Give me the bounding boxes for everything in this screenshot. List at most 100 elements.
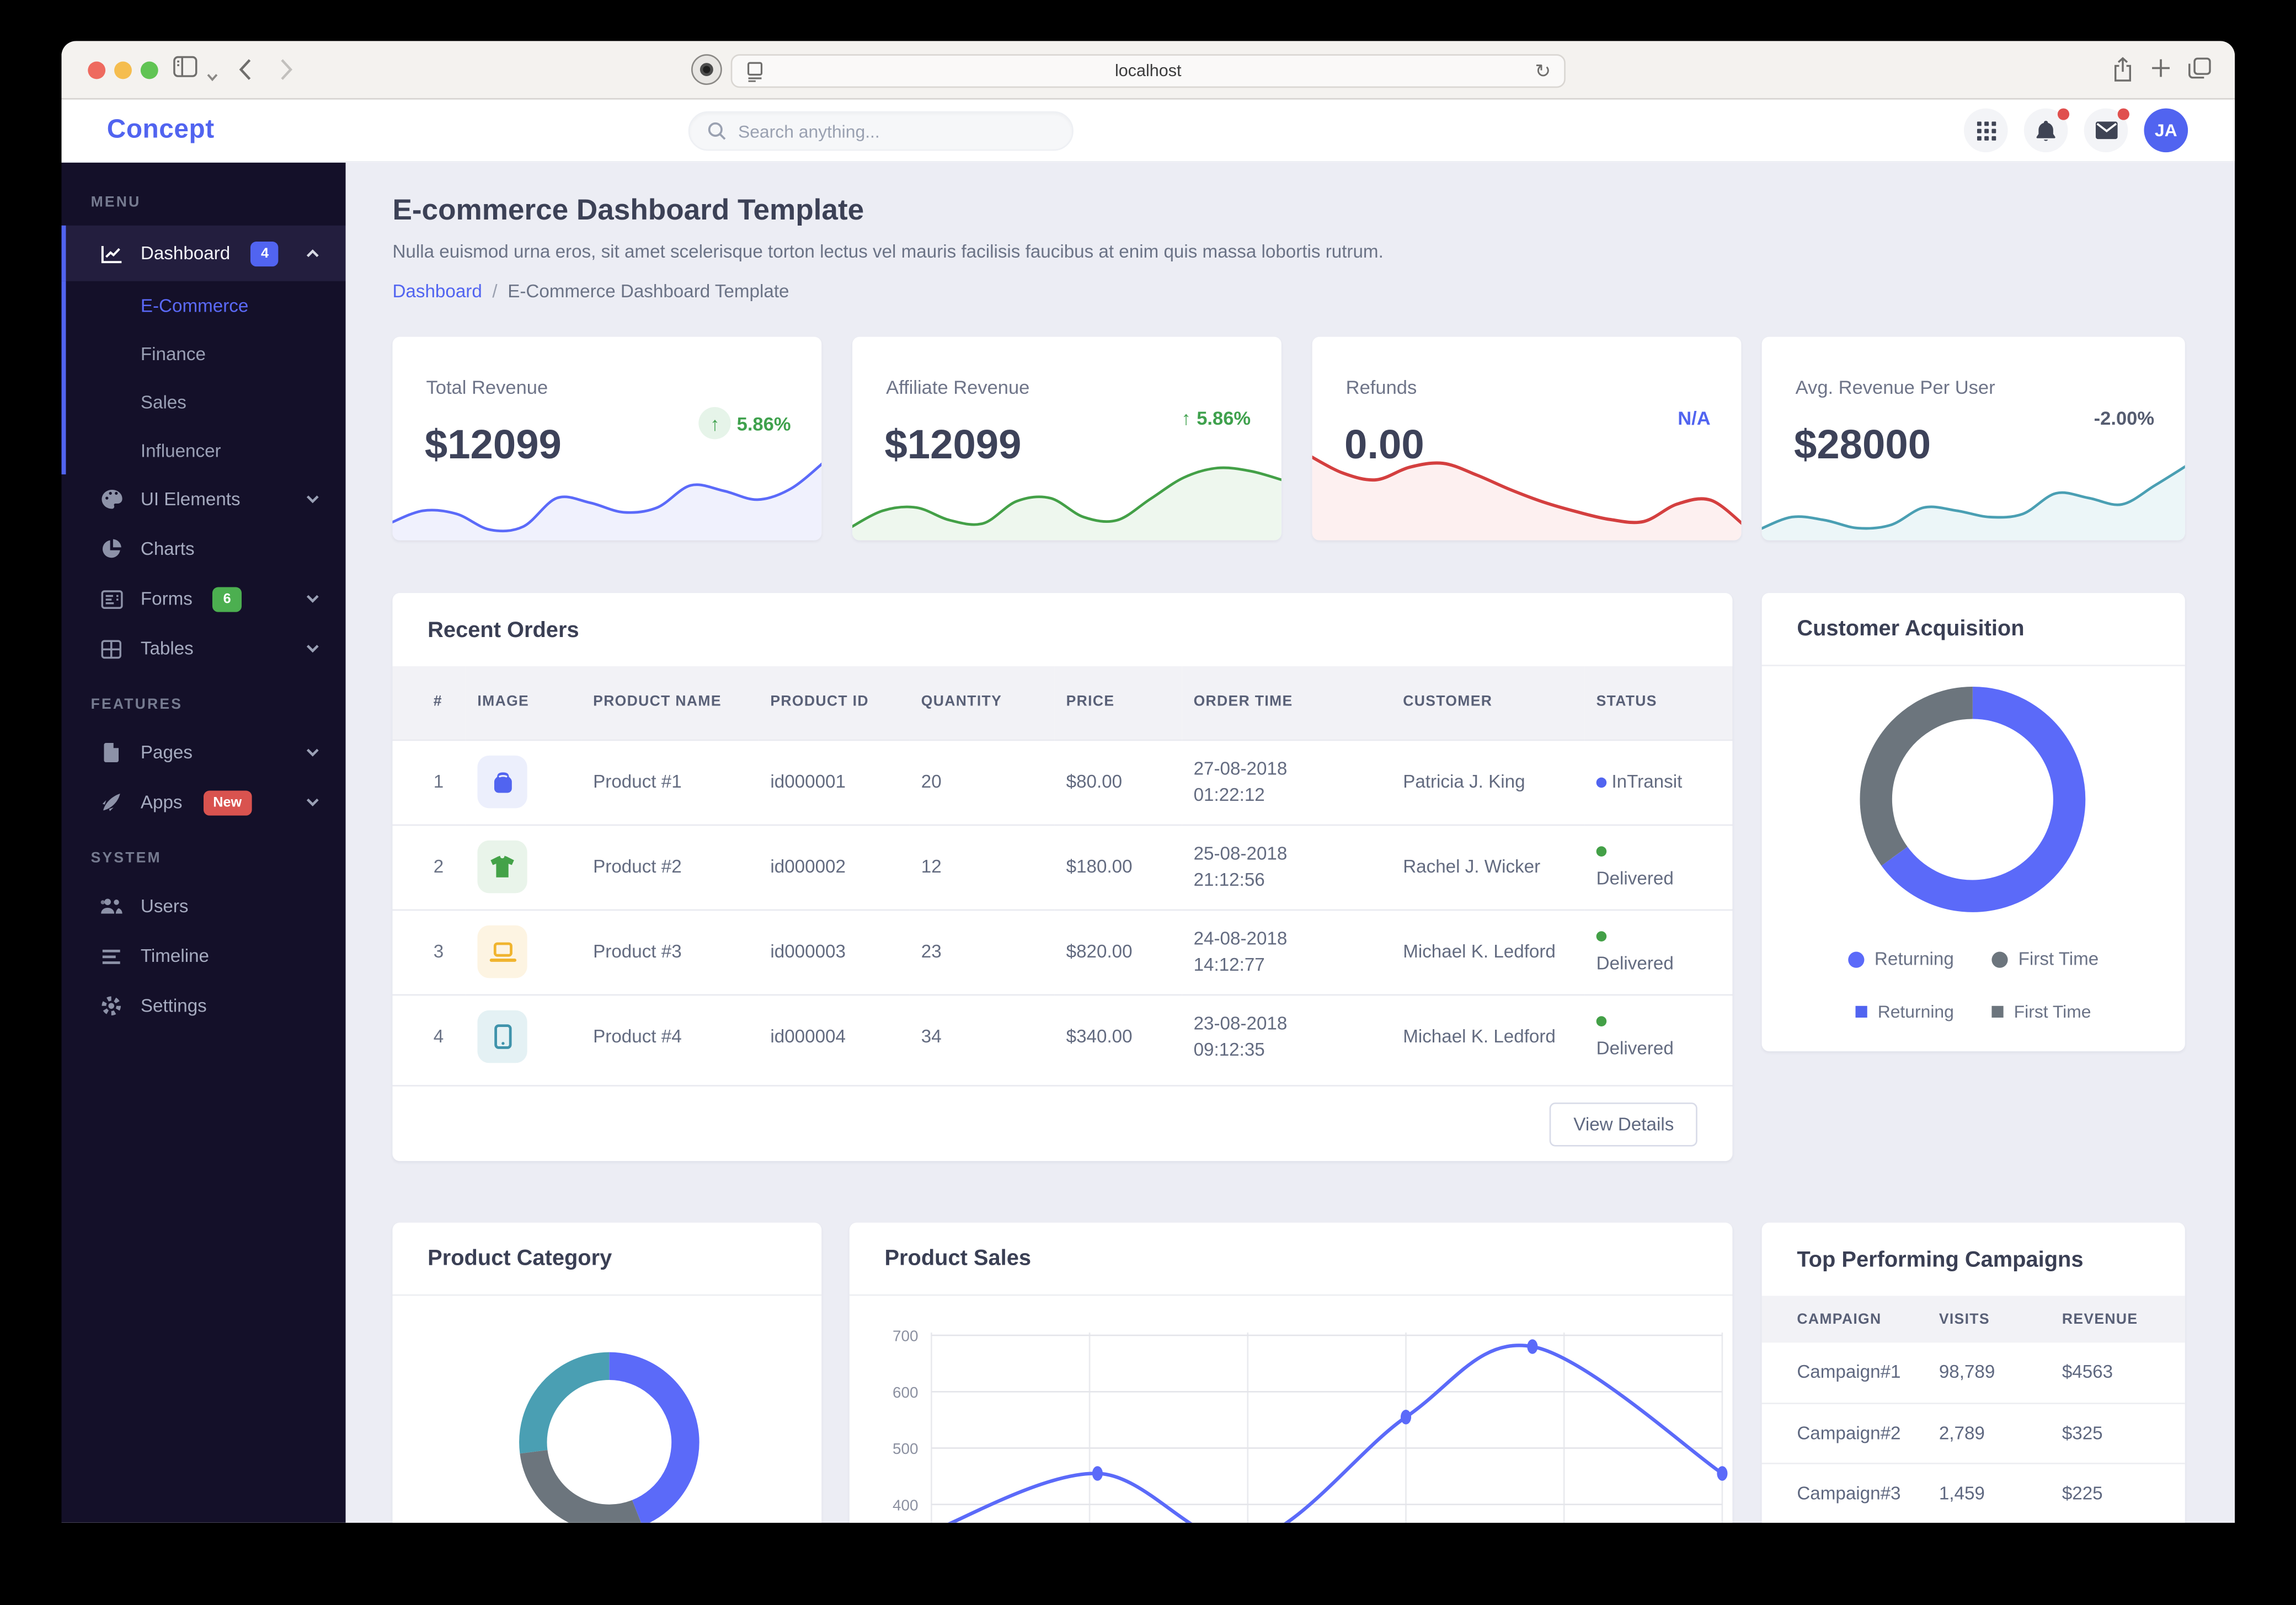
stat-card-affiliate-revenue: Affiliate Revenue ↑ 5.86% $12099 bbox=[852, 336, 1282, 541]
laptop-icon bbox=[477, 925, 527, 978]
chevron-down-icon bbox=[306, 495, 319, 504]
chevron-down-icon bbox=[306, 748, 319, 757]
delta-badge: ↑ 5.86% bbox=[698, 407, 791, 440]
main-content: E-commerce Dashboard Template Nulla euis… bbox=[345, 162, 2235, 1523]
chevron-down-icon bbox=[306, 644, 319, 653]
sidebar-item-label: Dashboard bbox=[140, 243, 231, 264]
affiliate-revenue-sparkline bbox=[852, 466, 1282, 541]
avg-revenue-sparkline bbox=[1761, 465, 2185, 541]
sidebar-item-users[interactable]: Users bbox=[61, 881, 345, 931]
campaigns-table: CAMPAIGN VISITS REVENUE Campaign#1 98,789 $4… bbox=[1761, 1296, 2185, 1523]
app-logo[interactable]: Concept bbox=[106, 114, 215, 144]
search-input[interactable] bbox=[738, 121, 1055, 142]
sidebar-item-apps[interactable]: Apps New bbox=[61, 778, 345, 827]
donut-legend: Returning First Time bbox=[1762, 949, 2185, 969]
legend-swatch bbox=[1855, 1005, 1868, 1018]
breadcrumb: Dashboard / E-Commerce Dashboard Template bbox=[392, 281, 789, 302]
sidebar-toggle-icon[interactable] bbox=[173, 56, 197, 85]
browser-window: localhost ↻ Concept bbox=[61, 41, 2235, 1523]
timeline-icon bbox=[100, 948, 123, 964]
table-icon bbox=[100, 639, 123, 659]
sidebar-item-ui-elements[interactable]: UI Elements bbox=[61, 474, 345, 524]
chevron-down-icon bbox=[306, 798, 319, 807]
chevron-up-icon bbox=[306, 249, 319, 258]
total-revenue-sparkline bbox=[392, 462, 822, 541]
form-icon bbox=[100, 589, 123, 609]
recent-orders-title: Recent Orders bbox=[428, 617, 579, 643]
notifications-bell-button[interactable] bbox=[2023, 108, 2070, 153]
close-window-button[interactable] bbox=[88, 61, 106, 79]
palette-icon bbox=[100, 489, 123, 510]
product-category-donut bbox=[519, 1352, 700, 1523]
sidebar-item-dashboard[interactable]: Dashboard 4 bbox=[61, 225, 346, 281]
legend-swatch bbox=[1991, 1005, 2004, 1018]
sidebar-item-e-commerce[interactable]: E-Commerce bbox=[140, 295, 249, 316]
delta-badge: -2.00% bbox=[2094, 407, 2155, 429]
page-title: E-commerce Dashboard Template bbox=[392, 195, 864, 227]
address-bar[interactable]: localhost ↻ bbox=[730, 54, 1566, 89]
product-sales-title: Product Sales bbox=[849, 1223, 1733, 1296]
table-row: 4 Product #4 id000004 34 $340.00 23-08-2… bbox=[392, 993, 1733, 1079]
table-row: Campaign#1 98,789 $4563 bbox=[1797, 1362, 2113, 1383]
breadcrumb-current: E-Commerce Dashboard Template bbox=[508, 281, 789, 302]
sidebar-item-tables[interactable]: Tables bbox=[61, 624, 345, 673]
global-search[interactable] bbox=[688, 111, 1074, 151]
sidebar-item-settings[interactable]: Settings bbox=[61, 981, 345, 1031]
chevron-down-icon[interactable] bbox=[206, 63, 218, 89]
sidebar-item-sales[interactable]: Sales bbox=[140, 392, 186, 413]
app-header: Concept JA bbox=[61, 99, 2235, 163]
apps-grid-button[interactable] bbox=[1963, 108, 2008, 153]
customer-acquisition-title: Customer Acquisition bbox=[1761, 593, 2185, 666]
product-category-title: Product Category bbox=[392, 1223, 822, 1296]
sidebar-section-system: SYSTEM bbox=[90, 850, 162, 867]
svg-text:500: 500 bbox=[893, 1440, 918, 1457]
tab-overview-icon[interactable] bbox=[2188, 57, 2211, 87]
messages-mail-button[interactable] bbox=[2084, 108, 2129, 153]
notification-badge bbox=[2057, 108, 2070, 120]
forward-button[interactable] bbox=[280, 58, 293, 88]
sidebar-item-influencer[interactable]: Influencer bbox=[140, 440, 221, 461]
sidebar-item-pages[interactable]: Pages bbox=[61, 727, 345, 777]
sidebar-item-forms[interactable]: Forms 6 bbox=[61, 574, 345, 624]
refunds-sparkline bbox=[1312, 455, 1742, 541]
table-row: 3 Product #3 id000003 23 $820.00 24-08-2… bbox=[392, 908, 1733, 994]
status-badge: InTransit bbox=[1584, 739, 1733, 825]
customer-acquisition-card: Customer Acquisition Returning First Tim… bbox=[1761, 593, 2185, 1052]
breadcrumb-dashboard-link[interactable]: Dashboard bbox=[392, 281, 482, 302]
sidebar-item-finance[interactable]: Finance bbox=[140, 343, 206, 364]
refresh-icon[interactable]: ↻ bbox=[1535, 60, 1551, 82]
message-badge bbox=[2117, 108, 2129, 120]
new-tab-icon[interactable] bbox=[2151, 58, 2171, 85]
sidebar-item-timeline[interactable]: Timeline bbox=[61, 931, 345, 981]
sidebar: MENU Dashboard 4 E-Commerce Finance Sale… bbox=[61, 162, 346, 1523]
zoom-window-button[interactable] bbox=[140, 61, 158, 79]
up-arrow-icon: ↑ bbox=[698, 407, 731, 440]
reader-icon[interactable] bbox=[747, 61, 763, 89]
status-badge: Delivered bbox=[1584, 823, 1733, 910]
minimize-window-button[interactable] bbox=[114, 61, 132, 79]
search-icon bbox=[707, 121, 727, 141]
delta-badge: N/A bbox=[1678, 407, 1711, 429]
top-campaigns-title: Top Performing Campaigns bbox=[1797, 1246, 2084, 1272]
table-row: Campaign#2 2,789 $325 bbox=[1761, 1401, 2185, 1463]
rocket-icon bbox=[100, 792, 123, 812]
back-button[interactable] bbox=[239, 58, 252, 88]
sidebar-item-charts[interactable]: Charts bbox=[61, 524, 345, 574]
status-badge: Delivered bbox=[1584, 908, 1733, 994]
gear-icon bbox=[100, 996, 123, 1016]
view-details-button[interactable]: View Details bbox=[1550, 1101, 1697, 1146]
file-icon bbox=[100, 742, 123, 763]
product-category-card: Product Category bbox=[392, 1222, 822, 1523]
legend-swatch bbox=[1991, 951, 2009, 967]
user-avatar[interactable]: JA bbox=[2144, 108, 2188, 153]
browser-toolbar: localhost ↻ bbox=[61, 41, 2235, 100]
product-sales-line-chart: 700 600 500 400 bbox=[893, 1328, 1728, 1523]
pie-chart-icon bbox=[100, 539, 123, 559]
sidebar-section-menu: MENU bbox=[90, 195, 141, 211]
table-row: 1 Product #1 id000001 20 $80.00 27-08-20… bbox=[392, 739, 1733, 825]
share-icon[interactable] bbox=[2113, 57, 2133, 89]
svg-text:600: 600 bbox=[893, 1384, 918, 1401]
url-text: localhost bbox=[1115, 62, 1182, 80]
svg-text:400: 400 bbox=[893, 1496, 918, 1513]
